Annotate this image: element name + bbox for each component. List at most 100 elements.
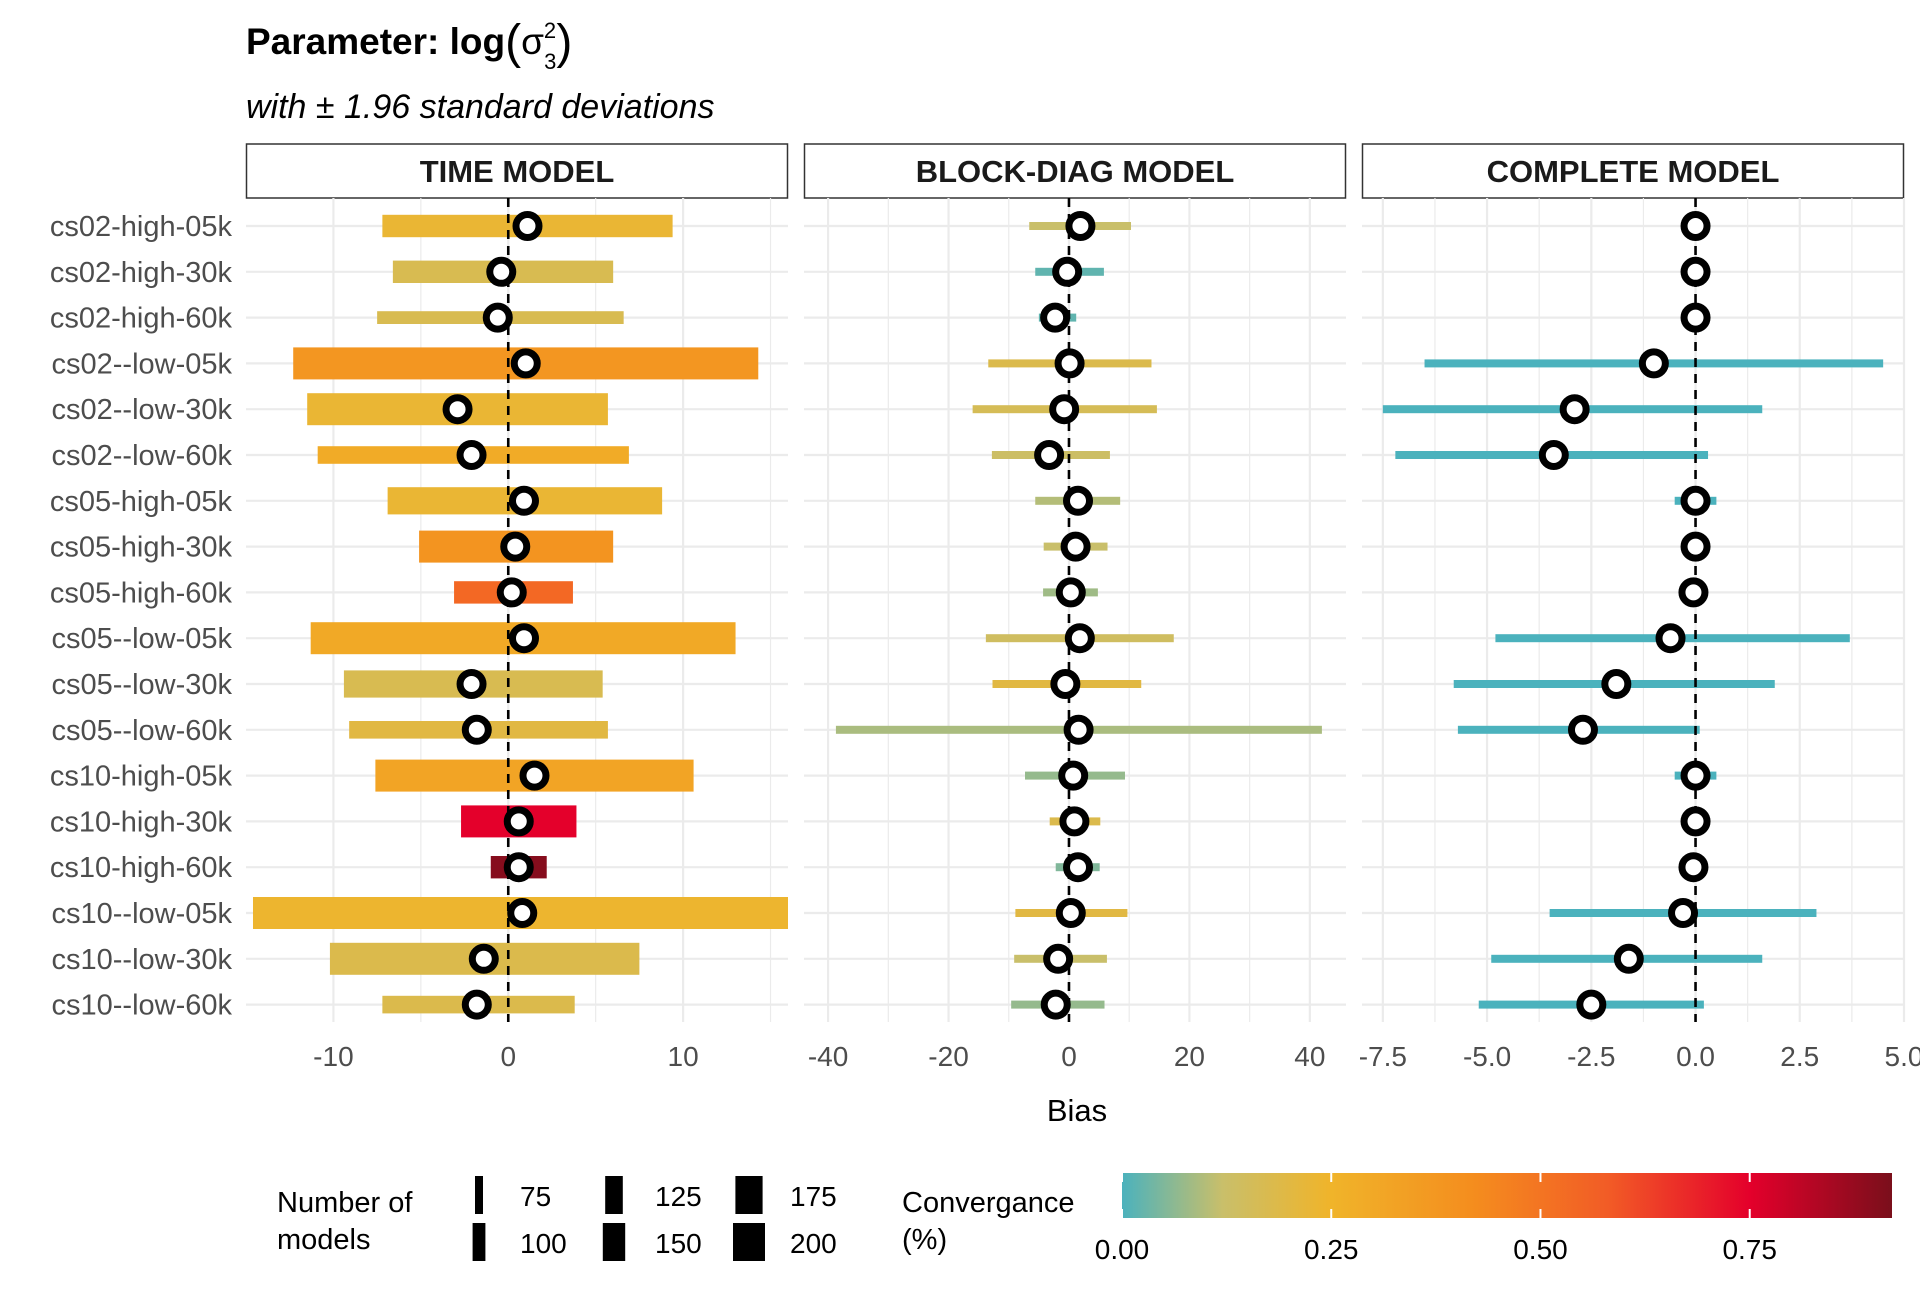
estimate-point [1054, 348, 1085, 379]
estimate-point [1065, 211, 1096, 241]
estimate-point [1050, 669, 1081, 699]
estimate-point [1059, 806, 1090, 837]
estimate-point [461, 989, 492, 1020]
size-legend-key [602, 1223, 626, 1261]
x-tick-label: 0 [1061, 1041, 1077, 1072]
estimate-point [1040, 989, 1071, 1020]
estimate-point [1680, 531, 1711, 562]
estimate-point [1064, 623, 1095, 654]
size-legend-key [475, 1176, 483, 1214]
x-tick-label: 40 [1294, 1041, 1325, 1072]
estimate-point [508, 485, 539, 516]
estimate-point [500, 531, 531, 562]
estimate-point [486, 256, 517, 287]
size-legend-key [472, 1223, 486, 1261]
estimate-point [510, 348, 541, 379]
size-legend-title-line2: models [277, 1224, 371, 1256]
estimate-point [1559, 394, 1590, 425]
x-tick-label: 20 [1174, 1041, 1205, 1072]
x-tick-label: -5.0 [1463, 1041, 1511, 1072]
estimate-point [1678, 577, 1709, 608]
size-legend-label: 75 [520, 1181, 551, 1212]
color-legend-label: 0.75 [1722, 1234, 1777, 1265]
y-tick-label: cs02-high-60k [50, 303, 233, 335]
x-tick-label: 0 [500, 1041, 516, 1072]
facet-title: BLOCK-DIAG MODEL [916, 154, 1235, 189]
size-legend-key [733, 1223, 765, 1261]
estimate-point [1063, 714, 1094, 745]
size-legend-label: 150 [655, 1228, 702, 1259]
estimate-point [1567, 714, 1598, 745]
estimate-point [442, 394, 473, 425]
estimate-point [1680, 806, 1711, 837]
x-tick-label: -40 [808, 1041, 848, 1072]
estimate-point [1052, 256, 1083, 287]
estimate-point [508, 623, 539, 654]
size-legend-label: 100 [520, 1228, 567, 1259]
x-tick-label: -10 [313, 1041, 353, 1072]
chart-panels: TIME MODEL -10 0 10 BLOCK-DIAG MODEL -40 -20 0 2… [245, 143, 1920, 1072]
x-tick-label: 0.0 [1676, 1041, 1715, 1072]
y-axis-labels: cs02-high-05k cs02-high-30k cs02-high-60k c… [50, 211, 233, 1022]
color-legend-title-line2: (%) [902, 1224, 947, 1256]
estimate-point [512, 211, 543, 241]
size-legend-key [605, 1176, 623, 1214]
y-tick-label: cs05--low-30k [52, 669, 233, 701]
panel-2: BLOCK-DIAG MODEL -40 -20 0 20 40 [803, 143, 1347, 1072]
color-legend-label: 0.00 [1095, 1234, 1150, 1265]
estimate-point [1668, 898, 1699, 928]
estimate-point [1034, 440, 1065, 470]
estimate-point [1613, 943, 1644, 974]
estimate-point [1680, 211, 1711, 241]
color-legend-bar [1122, 1173, 1892, 1218]
y-tick-label: cs02--low-60k [52, 440, 233, 472]
y-tick-label: cs02--low-05k [52, 348, 233, 380]
panel-3: COMPLETE MODEL -7.5 -5.0 -2.5 0.0 2.5 5.0 [1359, 143, 1920, 1072]
estimate-point [1538, 440, 1569, 470]
estimate-point [507, 898, 538, 928]
estimate-point [1576, 989, 1607, 1020]
estimate-point [503, 852, 534, 883]
panel-1: TIME MODEL -10 0 10 [245, 143, 789, 1072]
color-legend-label: 0.25 [1304, 1234, 1359, 1265]
y-tick-label: cs10-high-30k [50, 806, 233, 838]
estimate-point [1055, 898, 1086, 928]
estimate-point [519, 760, 550, 791]
estimate-point [456, 669, 487, 699]
x-tick-label: -2.5 [1567, 1041, 1615, 1072]
estimate-point [1638, 348, 1669, 379]
y-tick-label: cs02-high-05k [50, 211, 233, 243]
y-tick-label: cs10-high-05k [50, 761, 233, 793]
estimate-point [1043, 943, 1074, 974]
size-legend-label: 175 [790, 1181, 837, 1212]
x-tick-label: 2.5 [1780, 1041, 1819, 1072]
y-tick-label: cs02--low-30k [52, 394, 233, 426]
estimate-point [1058, 760, 1089, 791]
estimate-point [1680, 760, 1711, 791]
estimate-point [468, 943, 499, 974]
facet-title: TIME MODEL [420, 154, 615, 189]
y-tick-label: cs05--low-60k [52, 715, 233, 747]
y-tick-label: cs05-high-60k [50, 577, 233, 609]
estimate-point [456, 440, 487, 470]
size-legend-key [735, 1176, 763, 1214]
y-tick-label: cs10--low-60k [52, 990, 233, 1022]
chart-title: Parameter: log(σ2 3) [246, 16, 572, 74]
estimate-point [1060, 531, 1091, 562]
x-tick-label: 5.0 [1885, 1041, 1920, 1072]
color-legend: Convergance (%) 0.00 0.25 0.50 0.75 [902, 1173, 1892, 1265]
estimate-point [1678, 852, 1709, 883]
estimate-point [1063, 485, 1094, 516]
estimate-point [1055, 577, 1086, 608]
color-legend-title-line1: Convergance [902, 1187, 1075, 1219]
estimate-point [1040, 302, 1071, 333]
estimate-point [1680, 485, 1711, 516]
size-legend-title-line1: Number of [277, 1187, 413, 1219]
y-tick-label: cs10--low-30k [52, 944, 233, 976]
y-tick-label: cs05--low-05k [52, 623, 233, 655]
x-tick-label: -20 [928, 1041, 968, 1072]
y-tick-label: cs05-high-30k [50, 532, 233, 564]
y-tick-label: cs10--low-05k [52, 898, 233, 930]
y-tick-label: cs10-high-60k [50, 852, 233, 884]
x-tick-label: 10 [668, 1041, 699, 1072]
